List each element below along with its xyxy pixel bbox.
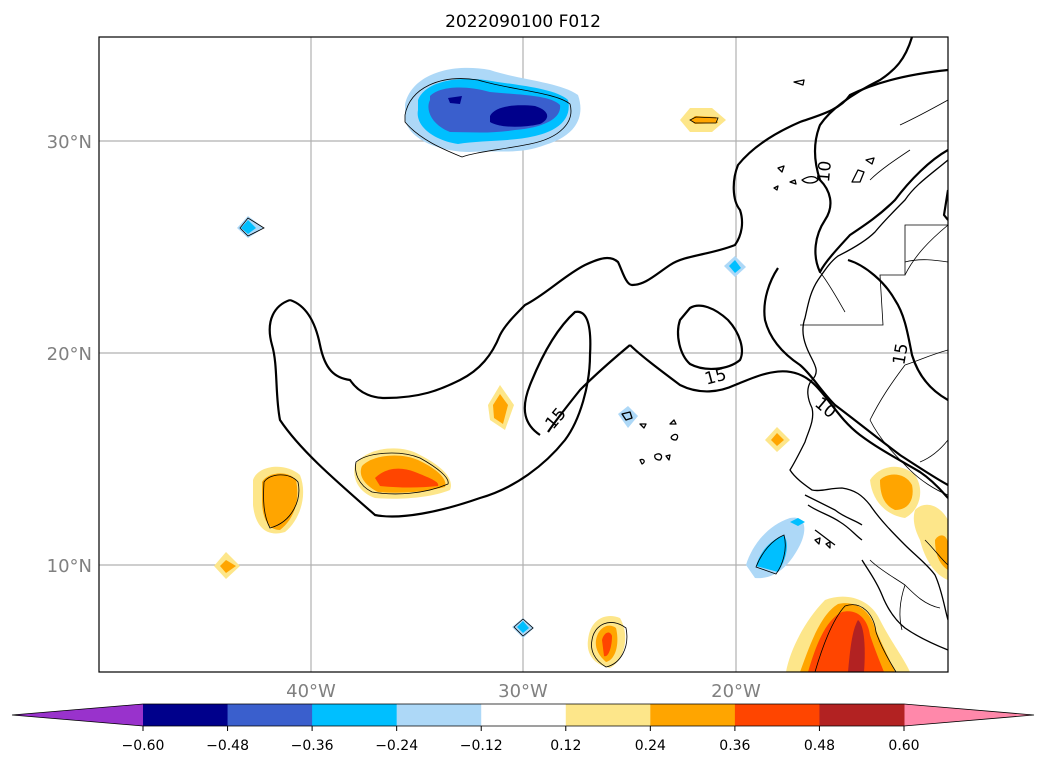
colorbar-segment <box>481 704 567 726</box>
colorbar-segment <box>227 704 313 726</box>
colorbar-tick-label: 0.36 <box>719 738 750 754</box>
colorbar-tick-label: −0.12 <box>460 738 503 754</box>
colorbar-tick-label: 0.24 <box>635 738 666 754</box>
map-panel: 15 15 15 10 10 <box>99 37 948 672</box>
colorbar-tick-label: 0.60 <box>888 738 919 754</box>
colorbar-tick-label: 0.48 <box>804 738 835 754</box>
lat-label-20n: 20°N <box>47 344 92 365</box>
positive-anomaly-features <box>214 108 948 672</box>
negative-anomaly-small <box>237 216 805 638</box>
contour-lines <box>268 37 948 518</box>
coastlines <box>621 79 948 651</box>
colorbar-segment <box>143 704 229 726</box>
contour-label: 10 <box>814 160 836 183</box>
lon-label-40w: 40°W <box>286 681 336 702</box>
colorbar-tick-label: −0.60 <box>122 738 165 754</box>
colorbar-segment <box>819 704 905 726</box>
colorbar-tick-label: −0.36 <box>291 738 334 754</box>
lon-label-30w: 30°W <box>498 681 548 702</box>
colorbar-arrow-max <box>904 704 1034 726</box>
colorbar-segment <box>734 704 820 726</box>
colorbar-tick-label: 0.12 <box>550 738 581 754</box>
contour-label: 15 <box>889 342 912 367</box>
lon-label-20w: 20°W <box>711 681 761 702</box>
lat-label-10n: 10°N <box>47 556 92 577</box>
negative-anomaly-north <box>404 67 581 158</box>
map-frame <box>98 36 949 673</box>
colorbar: −0.60 −0.48 −0.36 −0.24 −0.12 0.12 0.24 0.36 0.4… <box>11 703 1035 754</box>
lat-label-30n: 30°N <box>47 132 92 153</box>
colorbar-segment <box>650 704 736 726</box>
colorbar-tick-label: −0.48 <box>206 738 249 754</box>
colorbar-segment <box>565 704 651 726</box>
colorbar-segment <box>312 704 398 726</box>
colorbar-segment <box>396 704 482 726</box>
map-title: 2022090100 F012 <box>445 12 601 32</box>
contour-label: 10 <box>810 394 839 423</box>
colorbar-tick-label: −0.24 <box>375 738 418 754</box>
colorbar-arrow-min <box>12 704 143 726</box>
